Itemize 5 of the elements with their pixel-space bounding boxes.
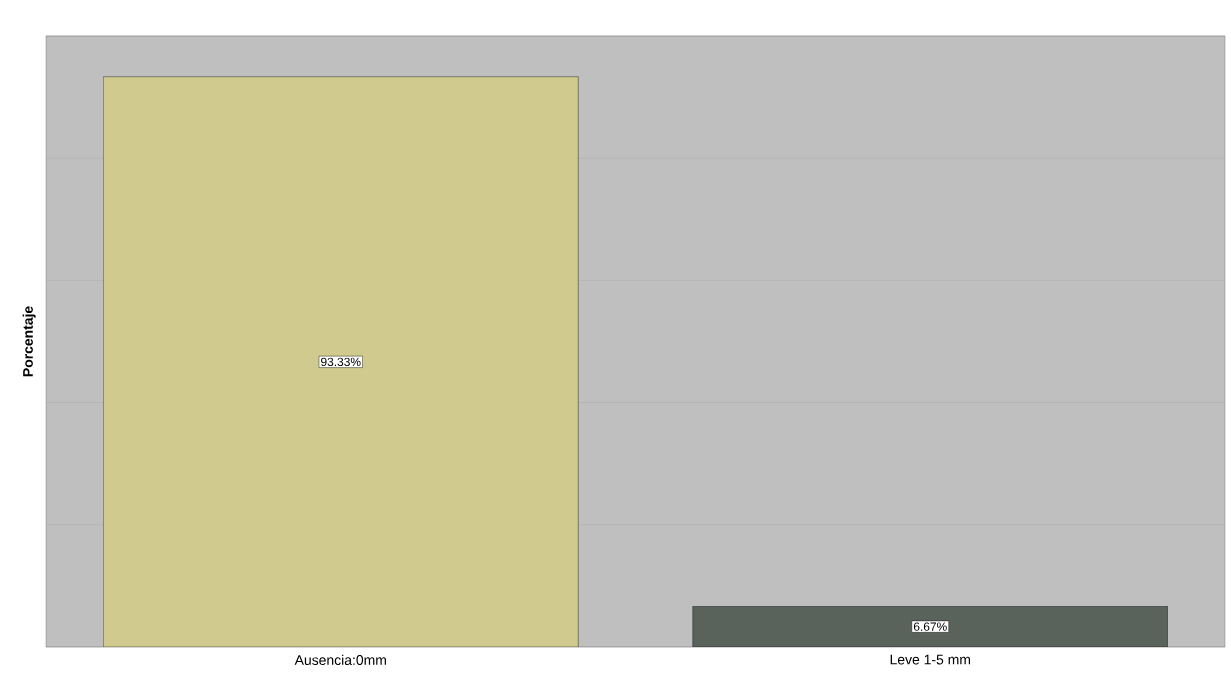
x-tick-label: Leve 1-5 mm <box>890 654 971 665</box>
data-label: 93.33% <box>321 357 361 367</box>
x-tick-label: Ausencia:0mm <box>294 654 386 665</box>
data-label: 6.67% <box>913 622 947 631</box>
y-axis-title: Porcentaje <box>22 306 36 377</box>
